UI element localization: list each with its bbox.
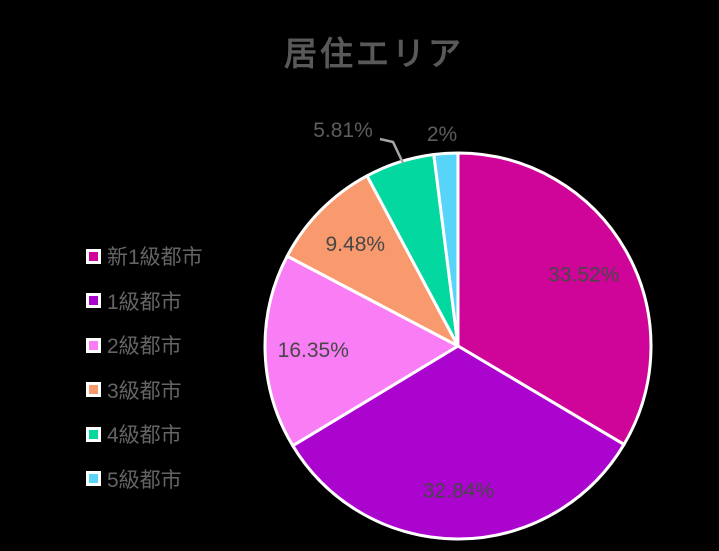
legend-label: 5級都市 xyxy=(107,468,182,492)
legend-swatch-icon xyxy=(86,293,101,309)
legend-item: 3級都市 xyxy=(86,368,203,413)
data-label-outside: 5.81% xyxy=(313,119,373,142)
chart-title: 居住エリア xyxy=(284,35,464,72)
pie-slice-0 xyxy=(456,151,653,446)
legend-swatch-icon xyxy=(86,337,101,353)
pie-slice-5 xyxy=(432,151,460,348)
pie-slice-3 xyxy=(285,174,460,348)
pie-data-labels: 33.52% 32.84% 16.35% 9.48% xyxy=(278,233,620,503)
legend-item: 1級都市 xyxy=(86,279,203,324)
leader-line xyxy=(379,137,405,164)
legend-label: 4級都市 xyxy=(107,424,182,448)
legend-swatch-icon xyxy=(86,471,101,487)
legend-label: 新1級都市 xyxy=(107,246,203,270)
legend-item: 新1級都市 xyxy=(86,234,203,279)
data-label-outside: 2% xyxy=(426,123,458,146)
pie-slices xyxy=(263,151,653,541)
legend-item: 5級都市 xyxy=(86,457,203,502)
legend-item: 4級都市 xyxy=(86,412,203,457)
data-label-inside: 9.48% xyxy=(326,233,386,256)
legend-swatch-icon xyxy=(86,426,101,442)
pie-slice-2 xyxy=(263,254,460,448)
legend-label: 2級都市 xyxy=(107,335,182,359)
legend-swatch-icon xyxy=(86,248,101,264)
legend-label: 3級都市 xyxy=(107,379,182,403)
data-label-inside: 32.84% xyxy=(423,480,494,503)
legend: 新1級都市 1級都市 2級都市 3級都市 4級都市 5級都市 xyxy=(86,234,203,501)
legend-label: 1級都市 xyxy=(107,290,182,314)
data-label-inside: 33.52% xyxy=(548,263,619,286)
legend-item: 2級都市 xyxy=(86,323,203,368)
data-label-inside: 16.35% xyxy=(278,339,349,362)
legend-swatch-icon xyxy=(86,382,101,398)
pie-slice-1 xyxy=(291,344,626,541)
